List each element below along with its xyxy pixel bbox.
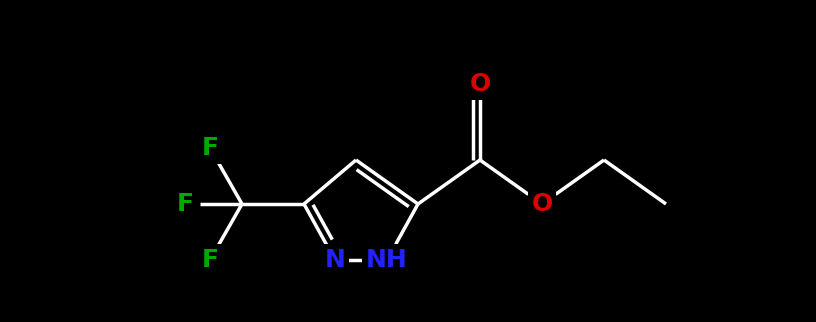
Text: N: N — [325, 248, 345, 272]
Text: NH: NH — [366, 248, 408, 272]
Text: F: F — [176, 192, 193, 216]
Text: O: O — [531, 192, 552, 216]
Text: F: F — [202, 248, 219, 272]
Text: F: F — [202, 136, 219, 160]
Text: O: O — [469, 72, 490, 96]
